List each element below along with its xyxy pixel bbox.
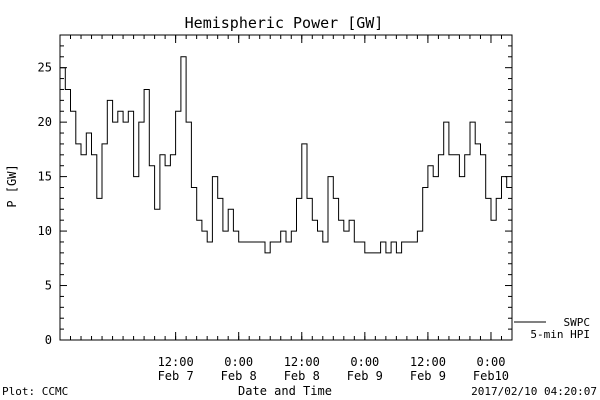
x-tick-label-time: 0:00 <box>350 355 379 369</box>
y-tick-label: 5 <box>45 279 52 293</box>
x-axis-label: Date and Time <box>238 384 332 398</box>
y-axis-label: P [GW] <box>5 164 19 207</box>
y-tick-label: 15 <box>38 170 52 184</box>
y-tick-label: 0 <box>45 333 52 347</box>
y-axis-ticks: 0 5 10 15 20 25 <box>38 35 512 347</box>
series-line-0 <box>60 57 600 253</box>
x-tick-label-time: 0:00 <box>224 355 253 369</box>
x-tick-label-date: Feb 8 <box>221 369 257 383</box>
x-tick-label-date: Feb 8 <box>284 369 320 383</box>
x-tick-label-time: 12:00 <box>158 355 194 369</box>
series-layer <box>60 57 600 253</box>
legend-label-hpi: 5-min HPI <box>530 328 590 341</box>
x-tick-label-time: 12:00 <box>284 355 320 369</box>
x-tick-label-time: 0:00 <box>477 355 506 369</box>
plot-timestamp: 2017/02/10 04:20:07 <box>471 385 597 398</box>
y-tick-label: 20 <box>38 115 52 129</box>
axes-frame <box>60 35 512 340</box>
x-tick-label-date: Feb 9 <box>410 369 446 383</box>
x-tick-label-date: Feb 9 <box>347 369 383 383</box>
x-tick-label-time: 12:00 <box>410 355 446 369</box>
y-tick-label: 10 <box>38 224 52 238</box>
y-tick-label: 25 <box>38 61 52 75</box>
plot-source: Plot: CCMC <box>2 385 68 398</box>
x-tick-label-date: Feb 7 <box>158 369 194 383</box>
plot-frame <box>60 35 512 340</box>
chart-title: Hemispheric Power [GW] <box>185 14 384 32</box>
x-tick-label-date: Feb10 <box>473 369 509 383</box>
